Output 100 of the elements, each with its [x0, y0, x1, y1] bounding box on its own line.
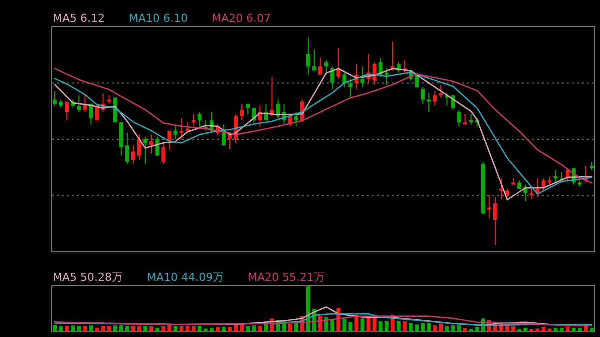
candlestick	[306, 37, 310, 76]
bar	[348, 322, 353, 332]
bar	[138, 326, 142, 332]
bar	[518, 329, 522, 332]
bar	[318, 316, 322, 332]
bar	[204, 328, 208, 332]
bar	[53, 325, 57, 332]
bar	[572, 328, 576, 332]
bar	[590, 328, 594, 332]
bar	[524, 328, 528, 332]
bar	[342, 318, 347, 332]
candlestick	[312, 49, 316, 72]
bar	[89, 326, 94, 332]
bar	[83, 326, 88, 332]
candlestick	[222, 124, 226, 146]
bar	[384, 321, 389, 332]
candlestick	[330, 66, 335, 90]
bar	[174, 326, 178, 332]
bar	[240, 324, 244, 332]
bar	[77, 326, 82, 332]
candlestick	[348, 78, 353, 98]
bar	[445, 326, 450, 332]
candlestick	[53, 90, 57, 106]
candlestick	[439, 84, 444, 98]
candlestick	[198, 112, 202, 128]
bar	[451, 326, 456, 332]
candlestick	[469, 114, 474, 126]
bar	[427, 323, 432, 332]
candlestick	[457, 110, 462, 128]
bar	[378, 321, 383, 332]
bar	[360, 318, 365, 332]
bar	[65, 326, 70, 332]
bar	[216, 326, 220, 332]
candlestick	[384, 68, 389, 86]
candlestick	[65, 101, 70, 121]
bar	[113, 326, 118, 332]
bar	[475, 326, 480, 332]
bar	[536, 328, 540, 332]
candlestick	[294, 112, 298, 128]
candlestick	[378, 58, 383, 78]
candlestick	[131, 144, 136, 165]
candlestick	[421, 86, 426, 104]
text: MA10 44.09万	[147, 271, 224, 284]
candlestick	[240, 103, 244, 121]
bar	[131, 326, 136, 332]
bar	[228, 327, 232, 332]
bar	[409, 323, 413, 332]
candlestick	[342, 72, 347, 88]
candlestick	[156, 136, 160, 156]
bar	[396, 321, 401, 332]
bar	[415, 324, 419, 332]
candlestick	[162, 142, 166, 165]
candlestick	[530, 188, 534, 200]
bar	[354, 314, 359, 332]
bar	[457, 326, 462, 332]
bar	[578, 328, 582, 332]
text: MA20 6.07	[212, 12, 272, 25]
candlestick	[168, 130, 172, 150]
bar	[402, 321, 407, 332]
bar	[198, 326, 202, 332]
bar	[421, 323, 426, 332]
bar	[246, 326, 250, 332]
bar	[156, 328, 160, 332]
bar	[512, 326, 516, 332]
bar	[59, 326, 64, 332]
candlestick	[150, 134, 154, 154]
bar	[252, 326, 256, 332]
bar	[222, 326, 226, 332]
bar	[330, 320, 335, 332]
candlestick	[487, 194, 492, 219]
bar	[560, 328, 564, 332]
bar	[469, 329, 474, 332]
bar	[433, 326, 438, 332]
bar	[119, 326, 124, 332]
candlestick	[324, 60, 328, 76]
bar	[107, 326, 112, 332]
candlestick	[125, 132, 130, 165]
candlestick	[174, 126, 178, 140]
bar	[294, 322, 298, 332]
bar	[168, 324, 172, 332]
candlestick	[427, 93, 432, 113]
candlestick	[390, 41, 395, 72]
candlestick	[433, 90, 438, 106]
bar	[306, 286, 310, 332]
bar	[162, 326, 166, 332]
bar	[439, 324, 444, 332]
bar	[258, 326, 262, 332]
bar	[125, 326, 130, 332]
bar	[210, 328, 214, 332]
bar	[324, 317, 328, 332]
bar	[144, 326, 148, 332]
candlestick	[415, 74, 419, 88]
bar	[566, 326, 570, 332]
bar	[71, 326, 76, 332]
candlestick	[138, 134, 142, 160]
text: MA5 50.28万	[53, 271, 124, 284]
candlestick	[493, 196, 498, 246]
text: MA5 6.12	[53, 12, 106, 25]
candlestick	[144, 136, 148, 165]
bar	[150, 326, 154, 332]
